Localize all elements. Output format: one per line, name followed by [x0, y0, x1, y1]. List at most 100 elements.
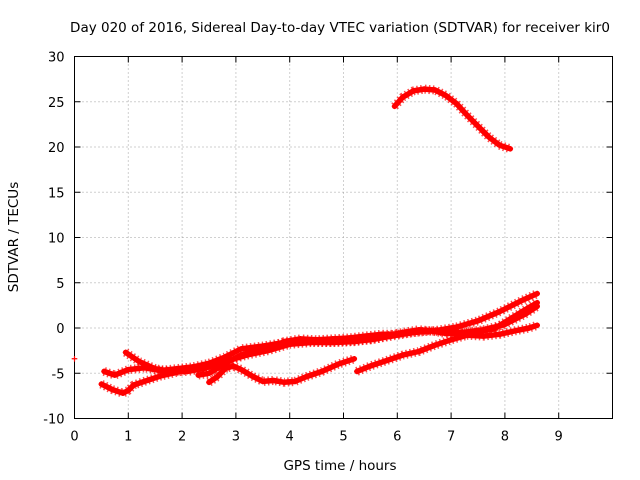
data-point — [464, 112, 471, 119]
data-point — [432, 87, 438, 93]
x-tick-label: 8 — [501, 430, 509, 445]
data-point — [475, 123, 481, 129]
data-point — [303, 374, 309, 380]
x-tick-label: 6 — [393, 430, 401, 445]
data-point — [141, 378, 148, 385]
data-point — [507, 316, 514, 322]
data-point — [534, 299, 540, 306]
data-point — [507, 146, 514, 152]
data-point — [512, 327, 519, 334]
y-tick-label: 10 — [48, 232, 65, 247]
data-point — [249, 348, 255, 355]
data-point — [292, 378, 298, 385]
data-point — [122, 349, 129, 356]
data-point — [453, 100, 460, 107]
data-point — [130, 382, 137, 388]
data-point — [335, 361, 341, 367]
y-tick-label: 5 — [56, 277, 64, 292]
data-point — [496, 142, 503, 148]
series-arc-high — [391, 84, 514, 154]
data-point — [367, 363, 374, 369]
x-tick-label: 3 — [232, 430, 240, 445]
data-point — [297, 336, 304, 342]
x-tick-label: 1 — [124, 430, 132, 445]
data-point — [214, 374, 220, 380]
x-tick-label: 5 — [339, 430, 347, 445]
data-point — [206, 370, 212, 377]
y-tick-label: 30 — [48, 51, 65, 66]
data-point — [329, 336, 336, 342]
data-point — [378, 331, 384, 338]
data-point — [410, 88, 417, 94]
data-point — [260, 378, 266, 385]
data-point — [270, 377, 277, 384]
data-point — [101, 368, 107, 375]
data-point — [184, 366, 191, 373]
data-point — [120, 390, 126, 396]
data-point — [442, 92, 449, 99]
data-point — [491, 326, 497, 332]
y-axis-label: SDTVAR / TECUs — [6, 182, 22, 292]
y-tick-label: 0 — [56, 322, 64, 337]
series-arc-f — [354, 321, 540, 376]
data-point — [399, 94, 406, 101]
data-point — [421, 86, 427, 92]
data-point — [432, 342, 438, 348]
series-arc-c — [98, 365, 191, 398]
series-marker-band — [391, 84, 512, 154]
x-tick-label: 7 — [447, 430, 455, 445]
data-point — [496, 308, 503, 315]
plot-frame — [74, 56, 613, 419]
data-point — [351, 355, 358, 362]
data-point — [362, 333, 368, 339]
data-point — [195, 372, 202, 378]
series-arc-e — [206, 354, 358, 387]
chart-title: Day 020 of 2016, Sidereal Day-to-day VTE… — [70, 20, 610, 36]
data-point — [238, 366, 245, 373]
data-point — [480, 333, 487, 339]
data-point — [152, 365, 158, 372]
data-point — [464, 332, 471, 339]
y-tick-label: 15 — [48, 186, 65, 201]
data-point — [265, 346, 271, 352]
data-point — [399, 352, 406, 358]
x-tick-label: 2 — [178, 430, 186, 445]
series-marker-band — [206, 354, 356, 387]
data-point — [98, 381, 105, 387]
data-points — [71, 84, 540, 398]
data-point — [313, 336, 320, 343]
data-point — [448, 336, 454, 343]
data-point — [346, 335, 352, 341]
data-point — [319, 368, 325, 375]
data-point — [475, 317, 481, 324]
data-point — [206, 379, 212, 386]
data-point — [394, 331, 401, 338]
data-point — [238, 352, 245, 358]
data-point — [112, 372, 118, 378]
tick-labels: 0 1 2 3 4 5 6 7 8 9 -10 -5 0 5 10 15 20 25 30 — [43, 51, 563, 445]
data-point — [109, 386, 115, 393]
data-point — [426, 327, 433, 334]
series-arc-d — [195, 298, 540, 380]
data-point — [71, 355, 78, 362]
data-point — [526, 325, 532, 331]
data-point — [173, 369, 180, 376]
data-point — [200, 365, 207, 372]
data-point — [534, 322, 540, 329]
data-point — [281, 338, 288, 345]
data-point — [136, 358, 142, 365]
y-tick-label: 25 — [48, 96, 65, 111]
data-point — [157, 373, 164, 379]
y-tick-label: -10 — [43, 413, 64, 428]
y-tick-label: -5 — [52, 367, 65, 382]
data-point — [125, 366, 132, 373]
x-tick-label: 4 — [286, 430, 294, 445]
data-point — [523, 306, 530, 312]
data-point — [281, 379, 288, 386]
data-point — [534, 290, 540, 297]
data-point — [383, 357, 390, 364]
data-point — [485, 134, 492, 140]
x-axis-label: GPS time / hours — [283, 458, 396, 474]
